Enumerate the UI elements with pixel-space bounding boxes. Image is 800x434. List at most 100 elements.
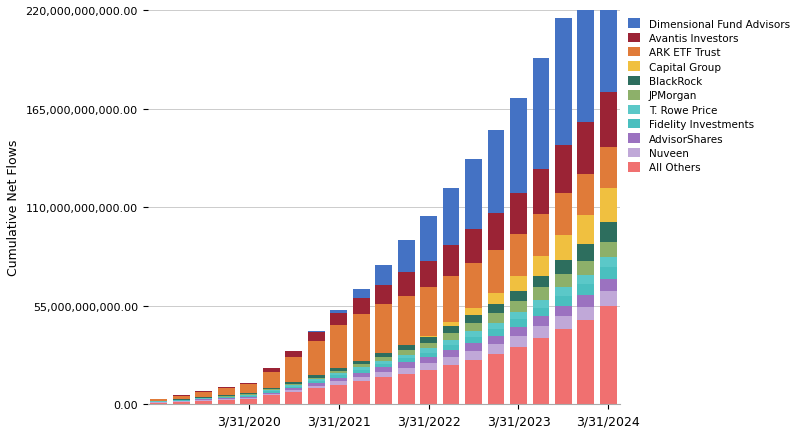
Bar — [442, 340, 459, 345]
Bar — [240, 385, 257, 394]
Bar — [487, 345, 505, 354]
Bar — [218, 397, 234, 398]
Bar — [398, 345, 414, 350]
Bar — [578, 261, 594, 276]
Bar — [375, 358, 392, 361]
Bar — [510, 336, 527, 347]
Bar — [487, 304, 505, 313]
Bar — [600, 258, 617, 268]
Bar — [510, 234, 527, 276]
Bar — [330, 378, 347, 381]
Bar — [286, 382, 302, 384]
Bar — [308, 332, 325, 342]
Bar — [533, 170, 550, 214]
Bar — [218, 395, 234, 396]
Bar — [533, 308, 550, 317]
Bar — [173, 396, 190, 399]
Bar — [286, 390, 302, 392]
Bar — [465, 160, 482, 230]
Bar — [330, 374, 347, 375]
Bar — [533, 276, 550, 288]
Bar — [510, 302, 527, 312]
Bar — [420, 357, 437, 363]
Bar — [442, 365, 459, 404]
Bar — [286, 351, 302, 357]
Bar — [375, 364, 392, 368]
Bar — [330, 372, 347, 374]
Bar — [442, 188, 459, 246]
Bar — [353, 381, 370, 404]
Bar — [398, 350, 414, 355]
Bar — [465, 263, 482, 308]
Bar — [465, 308, 482, 316]
Legend: Dimensional Fund Advisors, Avantis Investors, ARK ETF Trust, Capital Group, Blac: Dimensional Fund Advisors, Avantis Inves… — [625, 16, 793, 176]
Bar — [330, 310, 347, 313]
Bar — [375, 368, 392, 372]
Bar — [487, 251, 505, 294]
Bar — [510, 312, 527, 319]
Bar — [353, 367, 370, 370]
Bar — [195, 391, 212, 392]
Bar — [262, 372, 280, 388]
Bar — [420, 216, 437, 261]
Bar — [600, 279, 617, 292]
Bar — [308, 378, 325, 380]
Bar — [262, 388, 280, 389]
Bar — [375, 285, 392, 305]
Bar — [420, 288, 437, 336]
Bar — [442, 350, 459, 357]
Bar — [330, 368, 347, 372]
Bar — [398, 240, 414, 273]
Bar — [353, 377, 370, 381]
Bar — [375, 378, 392, 404]
Bar — [240, 394, 257, 395]
Bar — [195, 392, 212, 398]
Bar — [375, 372, 392, 378]
Bar — [578, 276, 594, 285]
Bar — [555, 260, 572, 274]
Bar — [353, 289, 370, 298]
Bar — [420, 353, 437, 357]
Bar — [195, 399, 212, 400]
Bar — [510, 347, 527, 404]
Bar — [308, 386, 325, 388]
Bar — [398, 355, 414, 358]
Y-axis label: Cumulative Net Flows: Cumulative Net Flows — [7, 140, 20, 276]
Bar — [240, 396, 257, 397]
Bar — [286, 392, 302, 404]
Bar — [150, 399, 167, 401]
Bar — [218, 396, 234, 397]
Bar — [262, 389, 280, 391]
Bar — [600, 306, 617, 404]
Bar — [330, 375, 347, 378]
Bar — [442, 333, 459, 340]
Bar — [487, 354, 505, 404]
Bar — [420, 363, 437, 370]
Bar — [308, 388, 325, 404]
Bar — [218, 387, 234, 388]
Bar — [173, 399, 190, 400]
Bar — [330, 381, 347, 385]
Bar — [600, 268, 617, 279]
Bar — [150, 403, 167, 404]
Bar — [555, 19, 572, 145]
Bar — [375, 305, 392, 353]
Bar — [353, 298, 370, 315]
Bar — [308, 342, 325, 375]
Bar — [533, 288, 550, 300]
Bar — [465, 323, 482, 332]
Bar — [578, 320, 594, 404]
Bar — [420, 337, 437, 343]
Bar — [555, 194, 572, 236]
Bar — [442, 357, 459, 365]
Bar — [173, 402, 190, 404]
Bar — [398, 273, 414, 296]
Bar — [218, 398, 234, 399]
Bar — [195, 400, 212, 401]
Bar — [330, 385, 347, 404]
Bar — [240, 397, 257, 398]
Bar — [533, 317, 550, 327]
Bar — [353, 365, 370, 367]
Bar — [442, 246, 459, 276]
Bar — [600, 148, 617, 189]
